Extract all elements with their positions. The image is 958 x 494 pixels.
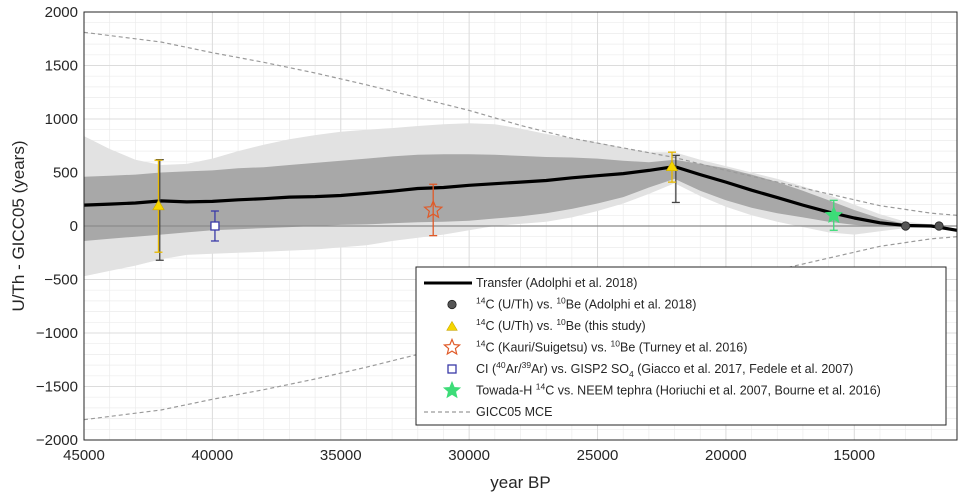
legend-text-part: Towada-H xyxy=(476,384,536,398)
mce-lines xyxy=(83,31,958,421)
legend-label-this_study: 14C (U/Th) vs. 10Be (this study) xyxy=(476,317,646,333)
x-tick-label: 35000 xyxy=(320,447,362,464)
legend-superscript: 14 xyxy=(476,296,486,306)
towada-point xyxy=(824,205,843,224)
data-points xyxy=(152,151,944,261)
legend: Transfer (Adolphi et al. 2018)14C (U/Th)… xyxy=(415,266,947,426)
legend-marker-turney xyxy=(442,337,462,356)
x-tick-label: 20000 xyxy=(705,447,747,464)
this-study-point xyxy=(665,160,679,172)
plot-frame xyxy=(83,11,958,441)
this-study-point xyxy=(152,199,165,211)
x-tick-label: 30000 xyxy=(448,447,490,464)
legend-text-part: Ar/ xyxy=(506,362,523,376)
legend-text-part: C vs. NEEM tephra (Horiuchi et al. 2007,… xyxy=(545,384,881,398)
legend-text-part: CI ( xyxy=(476,362,497,376)
legend-text-part: C (U/Th) vs. xyxy=(485,319,556,333)
uncertainty-bands xyxy=(84,123,957,277)
legend-label-towada: Towada-H 14C vs. NEEM tephra (Horiuchi e… xyxy=(476,382,881,398)
legend-marker-adolphi xyxy=(447,299,457,310)
y-tick-label: 500 xyxy=(53,165,78,182)
legend-marker-towada xyxy=(442,380,462,399)
mce-line-lower xyxy=(83,236,958,421)
legend-text-part: Be (this study) xyxy=(566,319,646,333)
legend-label-transfer: Transfer (Adolphi et al. 2018) xyxy=(476,276,637,290)
adolphi-point xyxy=(901,221,911,231)
y-tick-labels: −2000 −1500 −1000 −500 0 500 1000 1500 2000 xyxy=(36,4,78,449)
legend-text-part: Ar) vs. GISP2 SO xyxy=(531,362,629,376)
y-tick-label: −1500 xyxy=(36,379,78,396)
transfer-series-line xyxy=(83,165,958,232)
legend-subscript: 4 xyxy=(629,369,634,379)
legend-text-part: C (U/Th) vs. xyxy=(485,298,556,312)
y-tick-label: 1000 xyxy=(45,111,78,128)
legend-label-ci: CI (40Ar/39Ar) vs. GISP2 SO4 (Giacco et … xyxy=(476,360,853,379)
legend-superscript: 14 xyxy=(476,317,486,327)
legend-superscript: 39 xyxy=(522,360,532,370)
turney-point xyxy=(423,199,444,219)
legend-superscript: 10 xyxy=(611,339,621,349)
legend-text-part: Be (Adolphi et al. 2018) xyxy=(566,298,697,312)
y-axis-label: U/Th - GICC05 (years) xyxy=(9,141,28,312)
ci-point xyxy=(210,221,220,231)
legend-superscript: 14 xyxy=(536,382,546,392)
legend-label-adolphi: 14C (U/Th) vs. 10Be (Adolphi et al. 2018… xyxy=(476,296,696,312)
x-tick-label: 15000 xyxy=(833,447,875,464)
legend-label-turney: 14C (Kauri/Suigetsu) vs. 10Be (Turney et… xyxy=(476,339,747,355)
y-tick-label: −2000 xyxy=(36,432,78,449)
legend-text-part: (Giacco et al. 2017, Fedele et al. 2007) xyxy=(634,362,854,376)
transfer-line xyxy=(83,165,958,232)
x-axis-label: year BP xyxy=(490,473,550,492)
legend-label-mce: GICC05 MCE xyxy=(476,405,552,419)
x-tick-label: 45000 xyxy=(63,447,105,464)
y-tick-label: 2000 xyxy=(45,4,78,21)
y-tick-label: −1000 xyxy=(36,325,78,342)
y-tick-label: −500 xyxy=(44,272,78,289)
adolphi-point xyxy=(934,221,944,231)
legend-superscript: 10 xyxy=(556,296,566,306)
y-tick-label: 0 xyxy=(70,218,78,235)
legend-superscript: 40 xyxy=(496,360,506,370)
legend-text-part: Transfer (Adolphi et al. 2018) xyxy=(476,276,637,290)
legend-text-part: C (Kauri/Suigetsu) vs. xyxy=(485,341,610,355)
legend-marker-ci xyxy=(447,364,457,374)
legend-text-part: GICC05 MCE xyxy=(476,405,552,419)
x-tick-labels: 45000 40000 35000 30000 25000 20000 15000 xyxy=(63,447,875,464)
y-tick-label: 1500 xyxy=(45,58,78,75)
legend-superscript: 14 xyxy=(476,339,486,349)
inner-uncertainty-band xyxy=(84,154,957,241)
legend-marker-this-study xyxy=(446,320,458,331)
x-tick-label: 25000 xyxy=(577,447,619,464)
legend-superscript: 10 xyxy=(556,317,566,327)
legend-box xyxy=(415,266,947,426)
legend-text-part: Be (Turney et al. 2016) xyxy=(620,341,747,355)
mce-line-upper xyxy=(83,31,958,216)
x-tick-label: 40000 xyxy=(192,447,234,464)
